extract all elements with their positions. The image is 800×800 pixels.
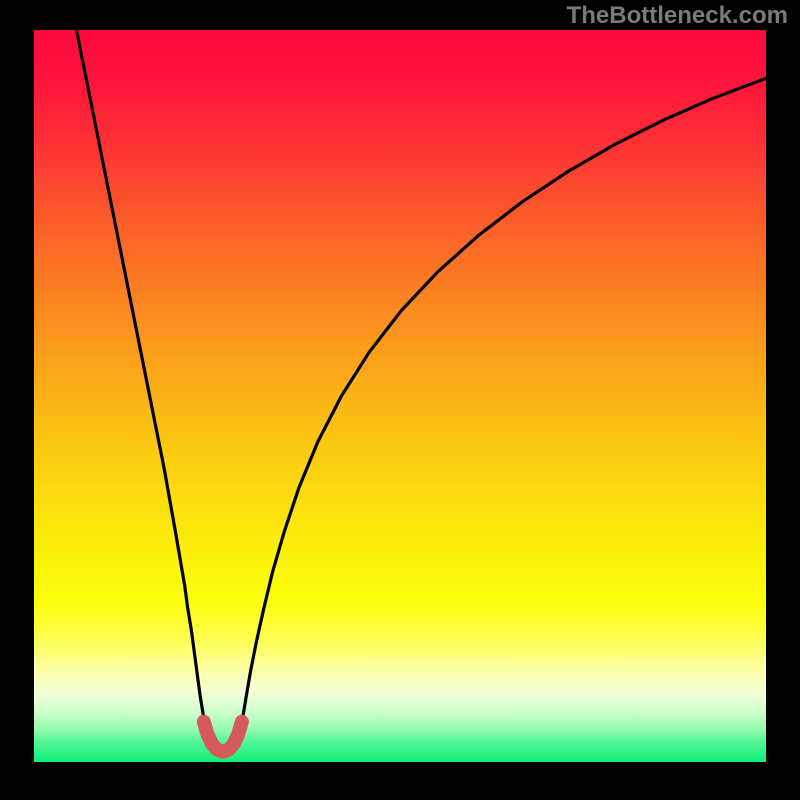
chart-container: TheBottleneck.com xyxy=(0,0,800,800)
watermark-text: TheBottleneck.com xyxy=(567,2,788,30)
gradient-background xyxy=(34,30,766,762)
plot-area xyxy=(34,30,766,762)
plot-svg xyxy=(34,30,766,762)
